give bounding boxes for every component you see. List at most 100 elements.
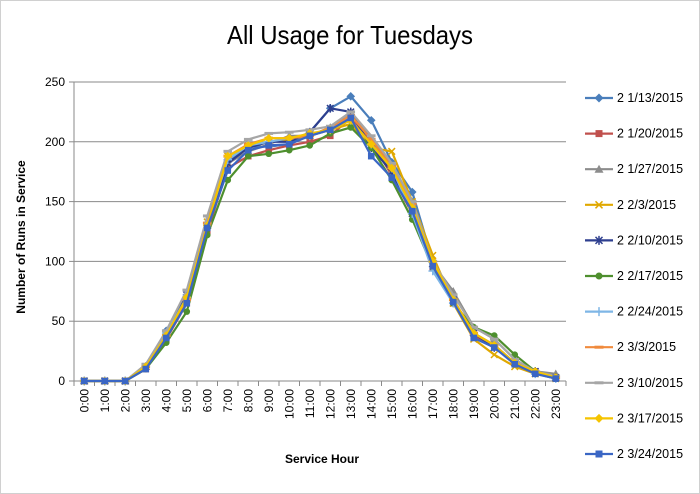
data-point	[594, 235, 604, 245]
data-point	[244, 152, 252, 160]
data-point	[80, 377, 88, 385]
x-tick-label: 0:00	[77, 389, 91, 413]
data-point	[284, 130, 294, 134]
series-line	[84, 119, 557, 383]
y-tick-label: 200	[45, 135, 65, 149]
legend-entry: 2 2/17/2015	[585, 269, 683, 283]
legend-entry: 2 2/10/2015	[585, 233, 683, 247]
legend-entry: 2 2/3/2015	[585, 198, 676, 212]
x-tick-label: 18:00	[446, 389, 460, 419]
series-11	[80, 114, 560, 385]
data-point	[203, 224, 211, 232]
legend-label: 2 2/17/2015	[617, 269, 683, 283]
data-point	[101, 377, 109, 385]
data-point	[594, 93, 604, 103]
x-tick-label: 9:00	[262, 389, 276, 413]
x-tick-label: 16:00	[405, 389, 419, 419]
data-point	[223, 151, 233, 161]
x-tick-label: 11:00	[303, 389, 317, 418]
data-point	[346, 110, 356, 114]
data-point	[183, 308, 191, 315]
data-point	[142, 365, 150, 373]
data-point	[244, 146, 252, 154]
data-point	[162, 334, 170, 342]
data-point	[408, 207, 416, 215]
y-tick-label: 50	[52, 314, 66, 328]
legend-entry: 2 1/27/2015	[585, 162, 683, 176]
data-point	[161, 329, 171, 333]
x-tick-label: 10:00	[282, 389, 296, 419]
x-axis-label: Service Hour	[284, 452, 360, 466]
data-point	[326, 104, 335, 113]
data-point	[594, 307, 604, 317]
data-point	[469, 325, 479, 329]
x-tick-label: 22:00	[528, 389, 542, 419]
data-point	[449, 298, 457, 306]
y-ticks: 0 50 100 150 200 250	[45, 75, 65, 388]
data-point	[264, 131, 274, 135]
data-point	[366, 134, 376, 138]
data-point	[387, 147, 396, 156]
data-point	[347, 114, 355, 122]
data-point	[429, 262, 437, 270]
data-point	[243, 137, 253, 141]
data-point	[489, 337, 499, 341]
x-tick-label: 4:00	[159, 389, 173, 413]
data-point	[594, 381, 604, 385]
legend-label: 2 1/13/2015	[617, 91, 683, 105]
legend: 2 1/13/2015 2 1/20/2015 2 1/27/2015 2 2/3/2…	[585, 91, 683, 461]
x-tick-label: 19:00	[467, 389, 481, 419]
x-tick-label: 8:00	[241, 389, 255, 413]
data-point	[306, 138, 314, 146]
data-point	[265, 146, 273, 154]
legend-label: 2 1/27/2015	[617, 162, 683, 176]
data-point	[264, 133, 274, 143]
legend-label: 2 2/24/2015	[617, 305, 683, 319]
data-point	[594, 200, 604, 209]
data-point	[284, 133, 294, 143]
data-point	[223, 149, 233, 153]
data-point	[285, 146, 293, 154]
legend-entry: 2 3/3/2015	[585, 340, 676, 354]
legend-entry: 2 3/17/2015	[585, 411, 683, 425]
data-point	[265, 142, 273, 149]
data-point	[552, 375, 560, 382]
legend-entry: 2 1/20/2015	[585, 127, 683, 141]
data-point	[346, 92, 356, 101]
data-point	[306, 132, 314, 140]
data-point	[511, 360, 519, 368]
x-tick-label: 12:00	[323, 389, 337, 419]
legend-label: 2 3/10/2015	[617, 376, 683, 390]
data-point	[121, 377, 129, 385]
data-point	[490, 344, 498, 351]
data-point	[470, 334, 478, 342]
x-ticks: 0:00 1:00 2:00 3:00 4:00 5:00 6:00 7:00 8:00 9:00…	[77, 389, 563, 419]
data-point	[594, 345, 604, 349]
x-tick-label: 5:00	[180, 389, 194, 413]
data-point	[595, 450, 603, 458]
x-tick-label: 17:00	[426, 389, 440, 419]
data-point	[202, 214, 212, 218]
data-point	[595, 130, 603, 138]
x-tick-label: 2:00	[118, 389, 132, 413]
x-tick-label: 6:00	[200, 389, 214, 413]
data-point	[366, 137, 376, 141]
x-tick-label: 15:00	[385, 389, 399, 419]
y-tick-label: 150	[45, 195, 65, 209]
data-point	[387, 161, 397, 165]
legend-label: 2 3/24/2015	[617, 447, 683, 461]
data-point	[182, 288, 192, 292]
data-point	[265, 150, 273, 158]
data-point	[490, 350, 499, 359]
data-point	[224, 167, 232, 174]
data-point	[326, 126, 334, 134]
series-lines	[79, 92, 561, 386]
y-tick-label: 100	[45, 254, 65, 268]
data-point	[306, 142, 314, 149]
y-tick-label: 0	[58, 374, 65, 388]
gridlines	[74, 81, 566, 322]
x-tick-label: 3:00	[139, 389, 153, 413]
data-point	[347, 124, 355, 131]
data-point	[407, 203, 417, 212]
data-point	[366, 139, 376, 149]
